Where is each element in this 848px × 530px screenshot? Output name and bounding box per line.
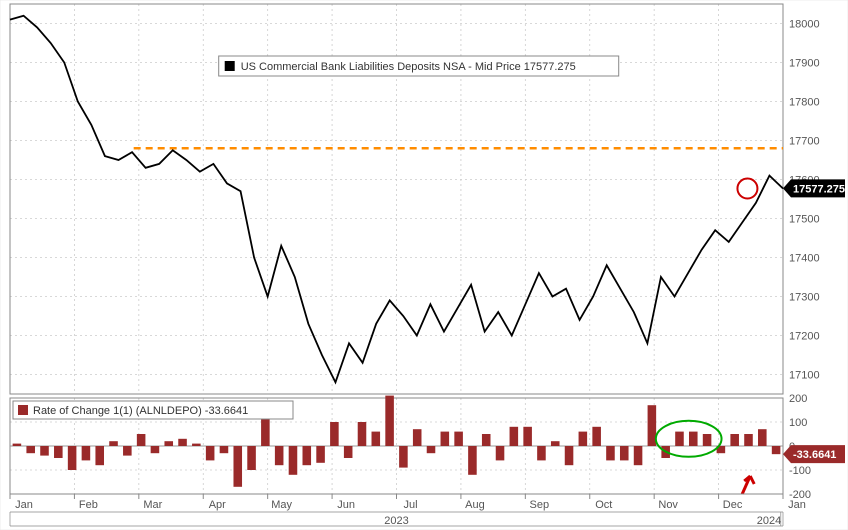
annotation-ellipse — [656, 421, 722, 457]
roc-bar — [109, 441, 118, 446]
x-tick-label: Sep — [530, 499, 550, 511]
roc-bar — [178, 439, 187, 446]
roc-bar — [413, 429, 422, 446]
roc-bar — [648, 405, 657, 446]
x-tick-label: Mar — [143, 499, 162, 511]
x-tick-label: Jul — [403, 499, 417, 511]
roc-bar — [192, 444, 201, 446]
x-tick-label: Aug — [465, 499, 485, 511]
roc-bar — [330, 422, 339, 446]
roc-bar — [634, 446, 643, 465]
x-tick-label: Jun — [337, 499, 355, 511]
last-value-text: -33.6641 — [793, 449, 836, 461]
roc-bar — [399, 446, 408, 468]
y-tick-label: 17200 — [789, 331, 820, 343]
roc-bar — [772, 446, 781, 454]
roc-bar — [82, 446, 91, 460]
roc-bar — [302, 446, 311, 465]
y-tick-label: 200 — [789, 393, 807, 405]
roc-bar — [372, 432, 381, 446]
roc-bar — [565, 446, 574, 465]
roc-bar — [730, 434, 739, 446]
roc-bar — [289, 446, 298, 475]
roc-bar — [496, 446, 505, 460]
y-tick-label: 17500 — [789, 214, 820, 226]
roc-bar — [220, 446, 229, 453]
legend-text-top: US Commercial Bank Liabilities Deposits … — [241, 61, 576, 73]
roc-bar — [137, 434, 146, 446]
roc-bar — [26, 446, 35, 453]
x-tick-label: Nov — [658, 499, 678, 511]
roc-bar — [123, 446, 132, 456]
roc-bar — [675, 432, 684, 446]
roc-bar — [68, 446, 77, 470]
roc-bar — [427, 446, 436, 453]
roc-bar — [344, 446, 353, 458]
x-tick-label: Oct — [595, 499, 612, 511]
legend-marker-icon — [18, 405, 28, 415]
legend-text-bottom: Rate of Change 1(1) (ALNLDEPO) -33.6641 — [33, 405, 248, 417]
roc-bar — [385, 396, 394, 446]
chart-svg: 1710017200173001740017500176001770017800… — [0, 0, 848, 530]
roc-bar — [523, 427, 532, 446]
roc-bar — [164, 441, 173, 446]
roc-bar — [233, 446, 242, 487]
year-label: 2023 — [384, 515, 408, 527]
y-tick-label: 17300 — [789, 292, 820, 304]
roc-bar — [454, 432, 463, 446]
roc-bar — [482, 434, 491, 446]
roc-bar — [689, 432, 698, 446]
roc-bar — [13, 444, 22, 446]
roc-bar — [468, 446, 477, 475]
roc-bar — [592, 427, 601, 446]
roc-bar — [40, 446, 49, 456]
roc-bar — [54, 446, 63, 458]
chart-container: 1710017200173001740017500176001770017800… — [0, 0, 848, 530]
last-value-text: 17577.275 — [793, 183, 845, 195]
y-tick-label: 18000 — [789, 19, 820, 31]
y-tick-label: 17800 — [789, 97, 820, 109]
x-tick-label: Jan — [15, 499, 33, 511]
roc-bar — [247, 446, 256, 470]
roc-bar — [151, 446, 160, 453]
roc-bar — [206, 446, 215, 460]
roc-bar — [579, 432, 588, 446]
roc-bar — [606, 446, 615, 460]
x-tick-label: May — [271, 499, 292, 511]
roc-bar — [275, 446, 284, 465]
roc-bar — [620, 446, 629, 460]
roc-bar — [758, 429, 767, 446]
roc-bar — [316, 446, 325, 463]
roc-bar — [744, 434, 753, 446]
roc-bar — [703, 434, 712, 446]
y-tick-label: 100 — [789, 417, 807, 429]
y-tick-label: 17100 — [789, 370, 820, 382]
y-tick-label: 17700 — [789, 136, 820, 148]
year-label: 2024 — [757, 515, 781, 527]
roc-bar — [358, 422, 367, 446]
annotation-circle — [737, 178, 757, 198]
x-tick-label: Dec — [723, 499, 743, 511]
x-tick-label: Jan — [788, 499, 806, 511]
roc-bar — [551, 441, 560, 446]
y-tick-label: 17900 — [789, 58, 820, 70]
y-tick-label: -100 — [789, 465, 811, 477]
roc-bar — [95, 446, 104, 465]
x-tick-label: Apr — [209, 499, 226, 511]
roc-bar — [441, 432, 450, 446]
roc-bar — [537, 446, 546, 460]
legend-marker-icon — [225, 61, 235, 71]
x-tick-label: Feb — [79, 499, 98, 511]
roc-bar — [510, 427, 519, 446]
y-tick-label: 17400 — [789, 253, 820, 265]
